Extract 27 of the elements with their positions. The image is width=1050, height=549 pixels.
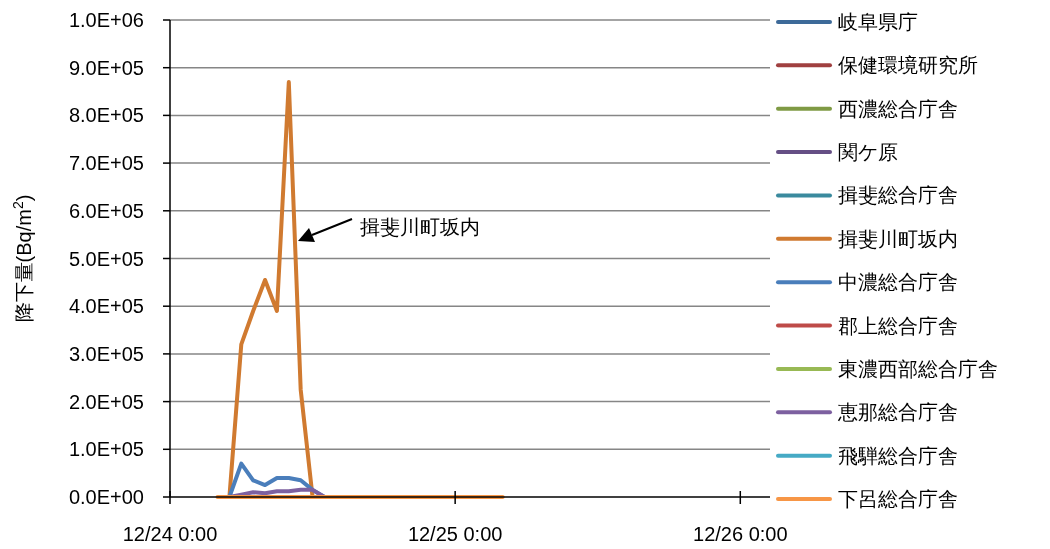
- y-tick-label: 1.0E+05: [68, 438, 144, 461]
- legend-label: 恵那総合庁舎: [837, 401, 958, 424]
- legend-label: 飛騨総合庁舎: [838, 444, 958, 467]
- y-tick-label: 5.0E+05: [68, 247, 144, 270]
- legend-label: 保健環境研究所: [838, 54, 978, 77]
- x-tick-label: 12/25 0:00: [407, 523, 503, 545]
- legend-label: 揖斐総合庁舎: [838, 184, 958, 207]
- y-tick-label: 8.0E+05: [68, 104, 144, 127]
- legend-label: 東濃西部総合庁舎: [838, 357, 998, 380]
- x-tick-label: 12/26 0:00: [693, 523, 788, 545]
- y-tick-label: 7.0E+05: [68, 152, 144, 175]
- y-tick-label: 4.0E+05: [68, 295, 144, 318]
- x-tick-label: 12/24 0:00: [122, 523, 218, 545]
- legend-label: 西濃総合庁舎: [838, 97, 958, 120]
- legend-label: 関ケ原: [838, 141, 898, 164]
- y-tick-label: 9.0E+05: [68, 56, 144, 79]
- legend-label: 中濃総合庁舎: [838, 271, 958, 294]
- legend-label: 岐阜県庁: [838, 11, 918, 33]
- y-tick-label: 2.0E+05: [68, 390, 144, 413]
- y-tick-label: 0.0E+00: [68, 486, 144, 508]
- legend-label: 郡上総合庁舎: [838, 314, 958, 337]
- annotation: 揖斐川町坂内: [360, 216, 480, 238]
- y-tick-label: 3.0E+05: [68, 342, 144, 365]
- y-tick-label: 1.0E+06: [68, 9, 144, 31]
- legend-label: 揖斐川町坂内: [838, 227, 958, 250]
- legend-label: 下呂総合庁舎: [838, 488, 958, 510]
- y-tick-label: 6.0E+05: [68, 199, 144, 222]
